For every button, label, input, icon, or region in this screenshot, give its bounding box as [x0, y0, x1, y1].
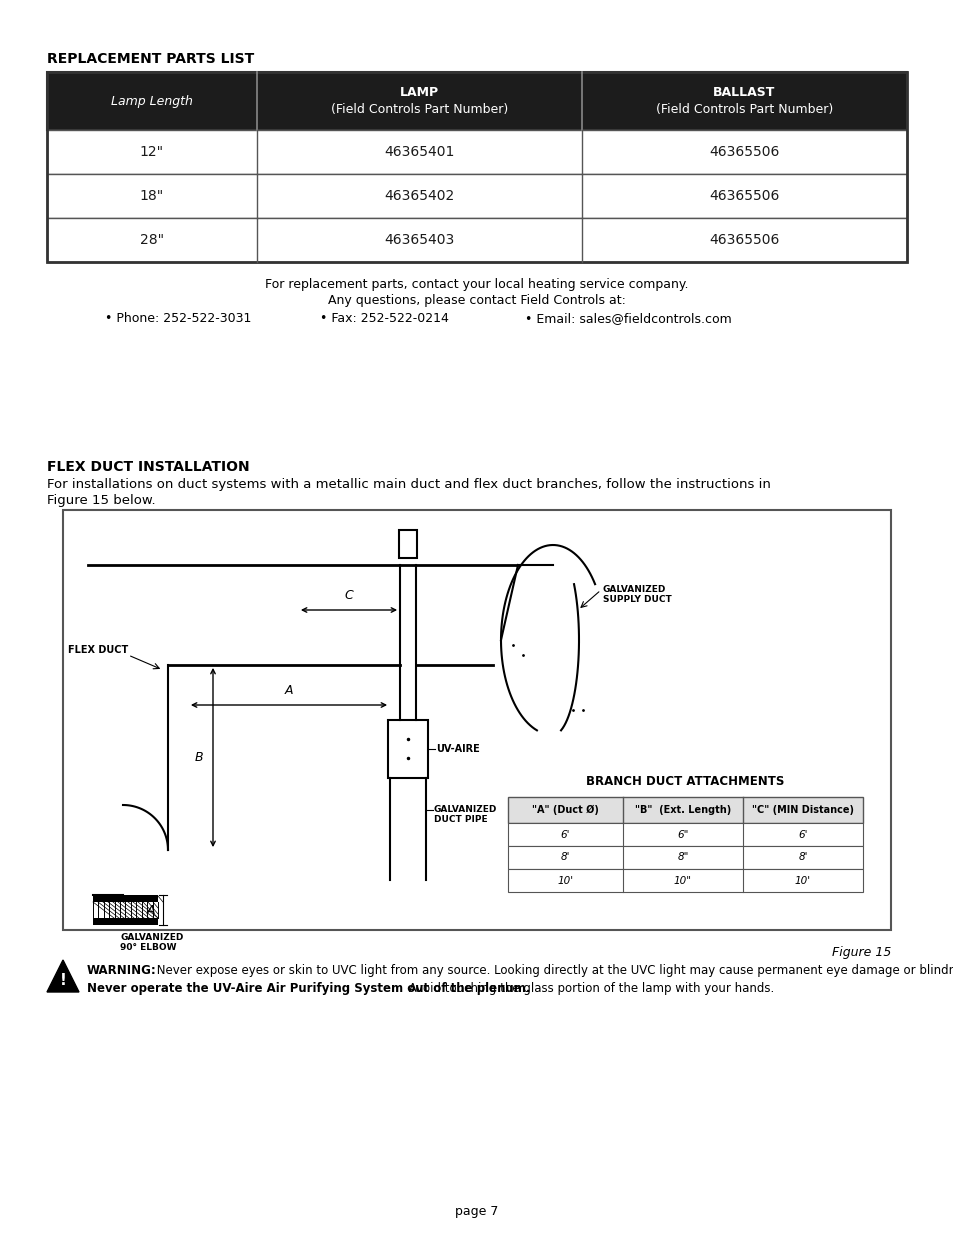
Text: 6": 6" [677, 830, 688, 840]
Text: Lamp Length: Lamp Length [111, 95, 193, 107]
Text: Figure 15 below.: Figure 15 below. [47, 494, 155, 508]
Text: UV-AIRE: UV-AIRE [436, 743, 479, 755]
Text: Figure 15: Figure 15 [831, 946, 890, 960]
Bar [92, 895, 158, 902]
Text: • Fax: 252-522-0214: • Fax: 252-522-0214 [319, 312, 449, 325]
Text: 6': 6' [560, 830, 570, 840]
Text: For installations on duct systems with a metallic main duct and flex duct branch: For installations on duct systems with a… [47, 478, 770, 492]
Text: 46365403: 46365403 [384, 233, 455, 247]
Text: B: B [194, 751, 203, 764]
Text: FLEX DUCT INSTALLATION: FLEX DUCT INSTALLATION [47, 459, 250, 474]
Text: BRANCH DUCT ATTACHMENTS: BRANCH DUCT ATTACHMENTS [586, 776, 784, 788]
Text: 10': 10' [794, 876, 810, 885]
Text: "A" (Duct Ø): "A" (Duct Ø) [532, 805, 598, 815]
Text: • Email: sales@fieldcontrols.com: • Email: sales@fieldcontrols.com [524, 312, 731, 325]
Text: FLEX DUCT: FLEX DUCT [68, 645, 128, 655]
Text: GALVANIZED
90° ELBOW: GALVANIZED 90° ELBOW [120, 932, 184, 952]
Bar [388, 720, 428, 778]
Text: 8': 8' [798, 852, 807, 862]
Text: Any questions, please contact Field Controls at:: Any questions, please contact Field Cont… [328, 294, 625, 308]
Text: 46365506: 46365506 [709, 144, 779, 159]
Text: 10": 10" [673, 876, 691, 885]
Text: (Field Controls Part Number): (Field Controls Part Number) [331, 103, 508, 116]
Text: Never expose eyes or skin to UVC light from any source. Looking directly at the : Never expose eyes or skin to UVC light f… [152, 965, 953, 977]
Text: GALVANIZED
DUCT PIPE: GALVANIZED DUCT PIPE [434, 805, 497, 825]
Text: 10': 10' [557, 876, 573, 885]
Bar [47, 219, 906, 262]
Text: 8': 8' [560, 852, 570, 862]
Text: Never operate the UV-Aire Air Purifying System out of the plenum.: Never operate the UV-Aire Air Purifying … [87, 982, 530, 995]
Text: C: C [344, 589, 353, 601]
Polygon shape [47, 960, 79, 992]
Text: Avoid touching the glass portion of the lamp with your hands.: Avoid touching the glass portion of the … [405, 982, 774, 995]
Text: !: ! [59, 973, 67, 988]
Text: WARNING:: WARNING: [87, 965, 156, 977]
Bar [507, 846, 862, 869]
Bar [47, 174, 906, 219]
Text: REPLACEMENT PARTS LIST: REPLACEMENT PARTS LIST [47, 52, 254, 65]
Text: BALLAST: BALLAST [713, 86, 775, 100]
Text: 12": 12" [140, 144, 164, 159]
Bar [63, 510, 890, 930]
Text: 28": 28" [140, 233, 164, 247]
Text: GALVANIZED
SUPPLY DUCT: GALVANIZED SUPPLY DUCT [602, 585, 671, 604]
Bar [47, 72, 906, 262]
Text: "B"  (Ext. Length): "B" (Ext. Length) [634, 805, 730, 815]
Text: (Field Controls Part Number): (Field Controls Part Number) [655, 103, 832, 116]
Bar [92, 918, 158, 925]
Text: LAMP: LAMP [399, 86, 438, 100]
Text: 46365506: 46365506 [709, 233, 779, 247]
Text: For replacement parts, contact your local heating service company.: For replacement parts, contact your loca… [265, 278, 688, 291]
Text: A: A [147, 904, 154, 916]
Bar [507, 823, 862, 846]
Text: "C" (MIN Distance): "C" (MIN Distance) [751, 805, 853, 815]
Text: 8": 8" [677, 852, 688, 862]
Text: page 7: page 7 [455, 1205, 498, 1218]
Bar [398, 530, 416, 558]
Text: 46365506: 46365506 [709, 189, 779, 203]
Text: A: A [284, 684, 293, 697]
Bar [507, 869, 862, 892]
Text: 18": 18" [140, 189, 164, 203]
Text: 6': 6' [798, 830, 807, 840]
Text: 46365402: 46365402 [384, 189, 455, 203]
Bar [47, 130, 906, 174]
Text: 46365401: 46365401 [384, 144, 455, 159]
Bar [507, 797, 862, 823]
Text: • Phone: 252-522-3031: • Phone: 252-522-3031 [105, 312, 251, 325]
Bar [47, 72, 906, 130]
